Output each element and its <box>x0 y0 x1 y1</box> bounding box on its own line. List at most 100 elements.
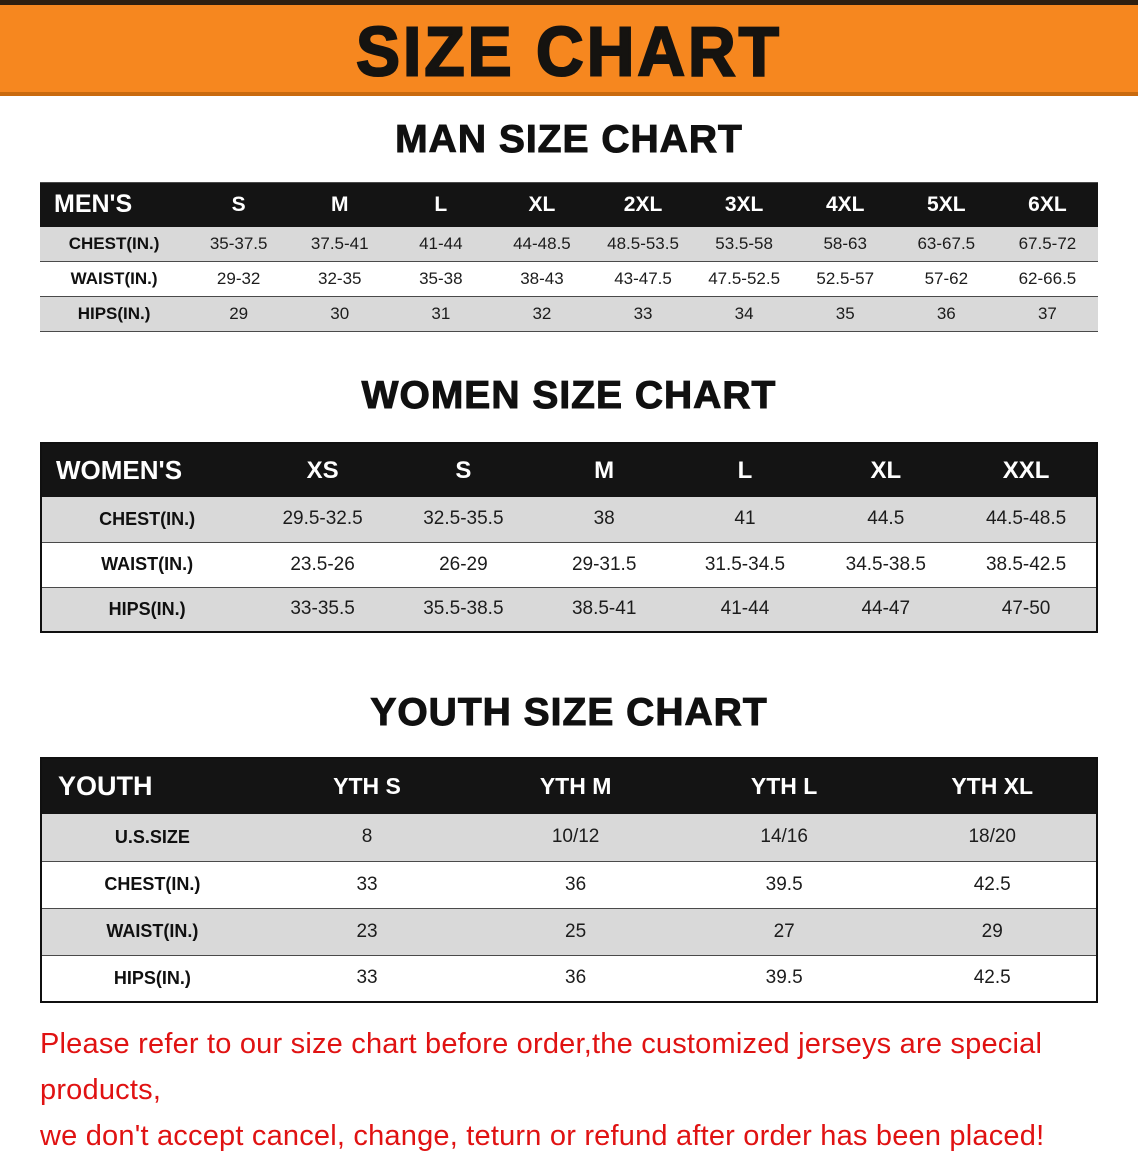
banner-title: SIZE CHART <box>355 10 782 91</box>
size-header-cell: XS <box>306 456 339 484</box>
table-row: CHEST(IN.) 35-37.5 37.5-41 41-44 44-48.5 48.5… <box>40 226 1098 262</box>
row-label-cell: CHEST(IN.) <box>104 874 201 894</box>
size-header-cell: 3XL <box>724 192 764 216</box>
row-label-cell: CHEST(IN.) <box>68 233 160 253</box>
value-cell: 39.5 <box>765 873 803 895</box>
table-row: HIPS(IN.) 29 30 31 32 33 34 35 36 37 <box>40 296 1098 332</box>
value-cell: 36 <box>936 304 956 323</box>
value-cell: 27 <box>773 920 795 942</box>
value-cell: 37 <box>1037 304 1057 323</box>
value-cell: 43-47.5 <box>614 269 672 288</box>
disclaimer-line-2: we don't accept cancel, change, teturn o… <box>40 1120 1045 1152</box>
size-header-cell: 2XL <box>623 192 663 216</box>
men-size-table: MEN'S S M L XL 2XL 3XL 4XL 5XL 6XL CHEST(IN.) 35-37… <box>40 182 1098 332</box>
size-header-cell: XXL <box>1002 456 1050 484</box>
value-cell: 8 <box>361 826 373 848</box>
size-header-cell: YTH XL <box>951 773 1034 799</box>
value-cell: 38-43 <box>520 269 564 288</box>
value-cell: 29 <box>229 304 249 323</box>
value-cell: 37.5-41 <box>310 233 369 253</box>
size-header-cell: S <box>455 456 472 484</box>
disclaimer: Please refer to our size chart before or… <box>0 1021 1138 1159</box>
youth-size-table: YOUTH YTH S YTH M YTH L YTH XL U.S.SIZE 8 10/12… <box>40 757 1098 1003</box>
value-cell: 39.5 <box>765 967 803 989</box>
value-cell: 41 <box>734 508 756 530</box>
value-cell: 67.5-72 <box>1018 233 1077 253</box>
value-cell: 63-67.5 <box>917 233 976 253</box>
value-cell: 44.5-48.5 <box>985 508 1067 530</box>
value-cell: 38.5-41 <box>571 598 637 620</box>
value-cell: 29.5-32.5 <box>282 508 363 530</box>
size-header-cell: S <box>231 192 246 216</box>
size-chart-banner: SIZE CHART <box>0 0 1138 96</box>
women-size-table: WOMEN'S XS S M L XL XXL CHEST(IN.) 29.5-32.5 32.5… <box>40 442 1098 633</box>
value-cell: 25 <box>565 920 587 942</box>
table-row: CHEST(IN.) 29.5-32.5 32.5-35.5 38 41 44.5 44.5… <box>41 497 1097 542</box>
value-cell: 52.5-57 <box>816 269 875 288</box>
size-header-cell: 5XL <box>927 192 966 216</box>
value-cell: 14/16 <box>760 826 808 848</box>
table-header-row: MEN'S S M L XL 2XL 3XL 4XL 5XL 6XL <box>40 182 1098 227</box>
size-header-cell: YTH M <box>539 773 612 799</box>
value-cell: 34.5-38.5 <box>845 553 926 575</box>
size-header-cell: YTH S <box>333 773 401 799</box>
value-cell: 35-37.5 <box>209 233 268 253</box>
table-title-cell: MEN'S <box>54 190 133 219</box>
value-cell: 35-38 <box>419 269 463 288</box>
value-cell: 29 <box>981 920 1003 942</box>
value-cell: 41-44 <box>419 233 463 253</box>
size-header-cell: M <box>594 456 615 484</box>
value-cell: 33 <box>356 967 378 989</box>
value-cell: 23 <box>356 920 378 942</box>
value-cell: 41-44 <box>720 598 770 620</box>
men-section: MAN SIZE CHART MEN'S S M L XL 2XL 3XL 4XL 5XL 6XL… <box>0 118 1138 332</box>
value-cell: 62-66.5 <box>1018 269 1077 288</box>
women-table-wrapper: WOMEN'S XS S M L XL XXL CHEST(IN.) 29.5-32.5 32.5… <box>0 442 1138 633</box>
men-table-wrapper: MEN'S S M L XL 2XL 3XL 4XL 5XL 6XL CHEST(IN.) 35-37… <box>0 182 1138 332</box>
value-cell: 38.5-42.5 <box>985 553 1067 575</box>
value-cell: 34 <box>734 304 754 323</box>
disclaimer-line-1: Please refer to our size chart before or… <box>40 1028 1043 1106</box>
value-cell: 42.5 <box>973 873 1011 895</box>
value-cell: 31.5-34.5 <box>704 553 786 575</box>
value-cell: 32.5-35.5 <box>423 508 504 530</box>
row-label-cell: CHEST(IN.) <box>99 508 196 529</box>
table-row: HIPS(IN.) 33-35.5 35.5-38.5 38.5-41 41-44 44-… <box>41 587 1097 632</box>
value-cell: 47.5-52.5 <box>708 269 781 288</box>
value-cell: 18/20 <box>968 826 1016 848</box>
size-header-cell: XL <box>870 456 902 484</box>
value-cell: 47-50 <box>1001 598 1051 620</box>
row-label-cell: HIPS(IN.) <box>77 304 151 323</box>
value-cell: 29-32 <box>216 269 261 288</box>
table-title-cell: WOMEN'S <box>56 455 183 485</box>
table-row: HIPS(IN.) 33 36 39.5 42.5 <box>41 955 1097 1002</box>
table-row: U.S.SIZE 8 10/12 14/16 18/20 <box>41 814 1097 861</box>
value-cell: 32 <box>532 304 552 323</box>
value-cell: 44.5 <box>867 508 905 530</box>
value-cell: 57-62 <box>924 269 969 288</box>
women-section: WOMEN SIZE CHART WOMEN'S XS S M L XL XXL CHEST(… <box>0 374 1138 633</box>
row-label-cell: WAIST(IN.) <box>101 554 194 574</box>
size-header-cell: YTH L <box>750 773 818 799</box>
value-cell: 42.5 <box>973 967 1011 989</box>
row-label-cell: HIPS(IN.) <box>108 598 186 619</box>
men-section-heading: MAN SIZE CHART <box>395 118 743 162</box>
value-cell: 53.5-58 <box>715 233 773 253</box>
value-cell: 35 <box>835 304 855 323</box>
value-cell: 36 <box>565 967 587 989</box>
table-header-row: WOMEN'S XS S M L XL XXL <box>41 443 1097 497</box>
table-row: CHEST(IN.) 33 36 39.5 42.5 <box>41 861 1097 908</box>
value-cell: 29-31.5 <box>571 553 637 575</box>
size-header-cell: L <box>434 192 448 216</box>
row-label-cell: U.S.SIZE <box>114 826 190 847</box>
value-cell: 38 <box>593 508 615 530</box>
table-row: WAIST(IN.) 29-32 32-35 35-38 38-43 43-47.5 47.… <box>40 261 1098 297</box>
youth-section: YOUTH SIZE CHART YOUTH YTH S YTH M YTH L YTH… <box>0 691 1138 1003</box>
value-cell: 44-47 <box>861 598 911 620</box>
value-cell: 58-63 <box>823 233 867 253</box>
value-cell: 44-48.5 <box>513 233 571 253</box>
row-label-cell: WAIST(IN.) <box>70 269 158 288</box>
value-cell: 48.5-53.5 <box>607 233 679 253</box>
value-cell: 30 <box>330 304 350 323</box>
value-cell: 33-35.5 <box>290 598 355 620</box>
